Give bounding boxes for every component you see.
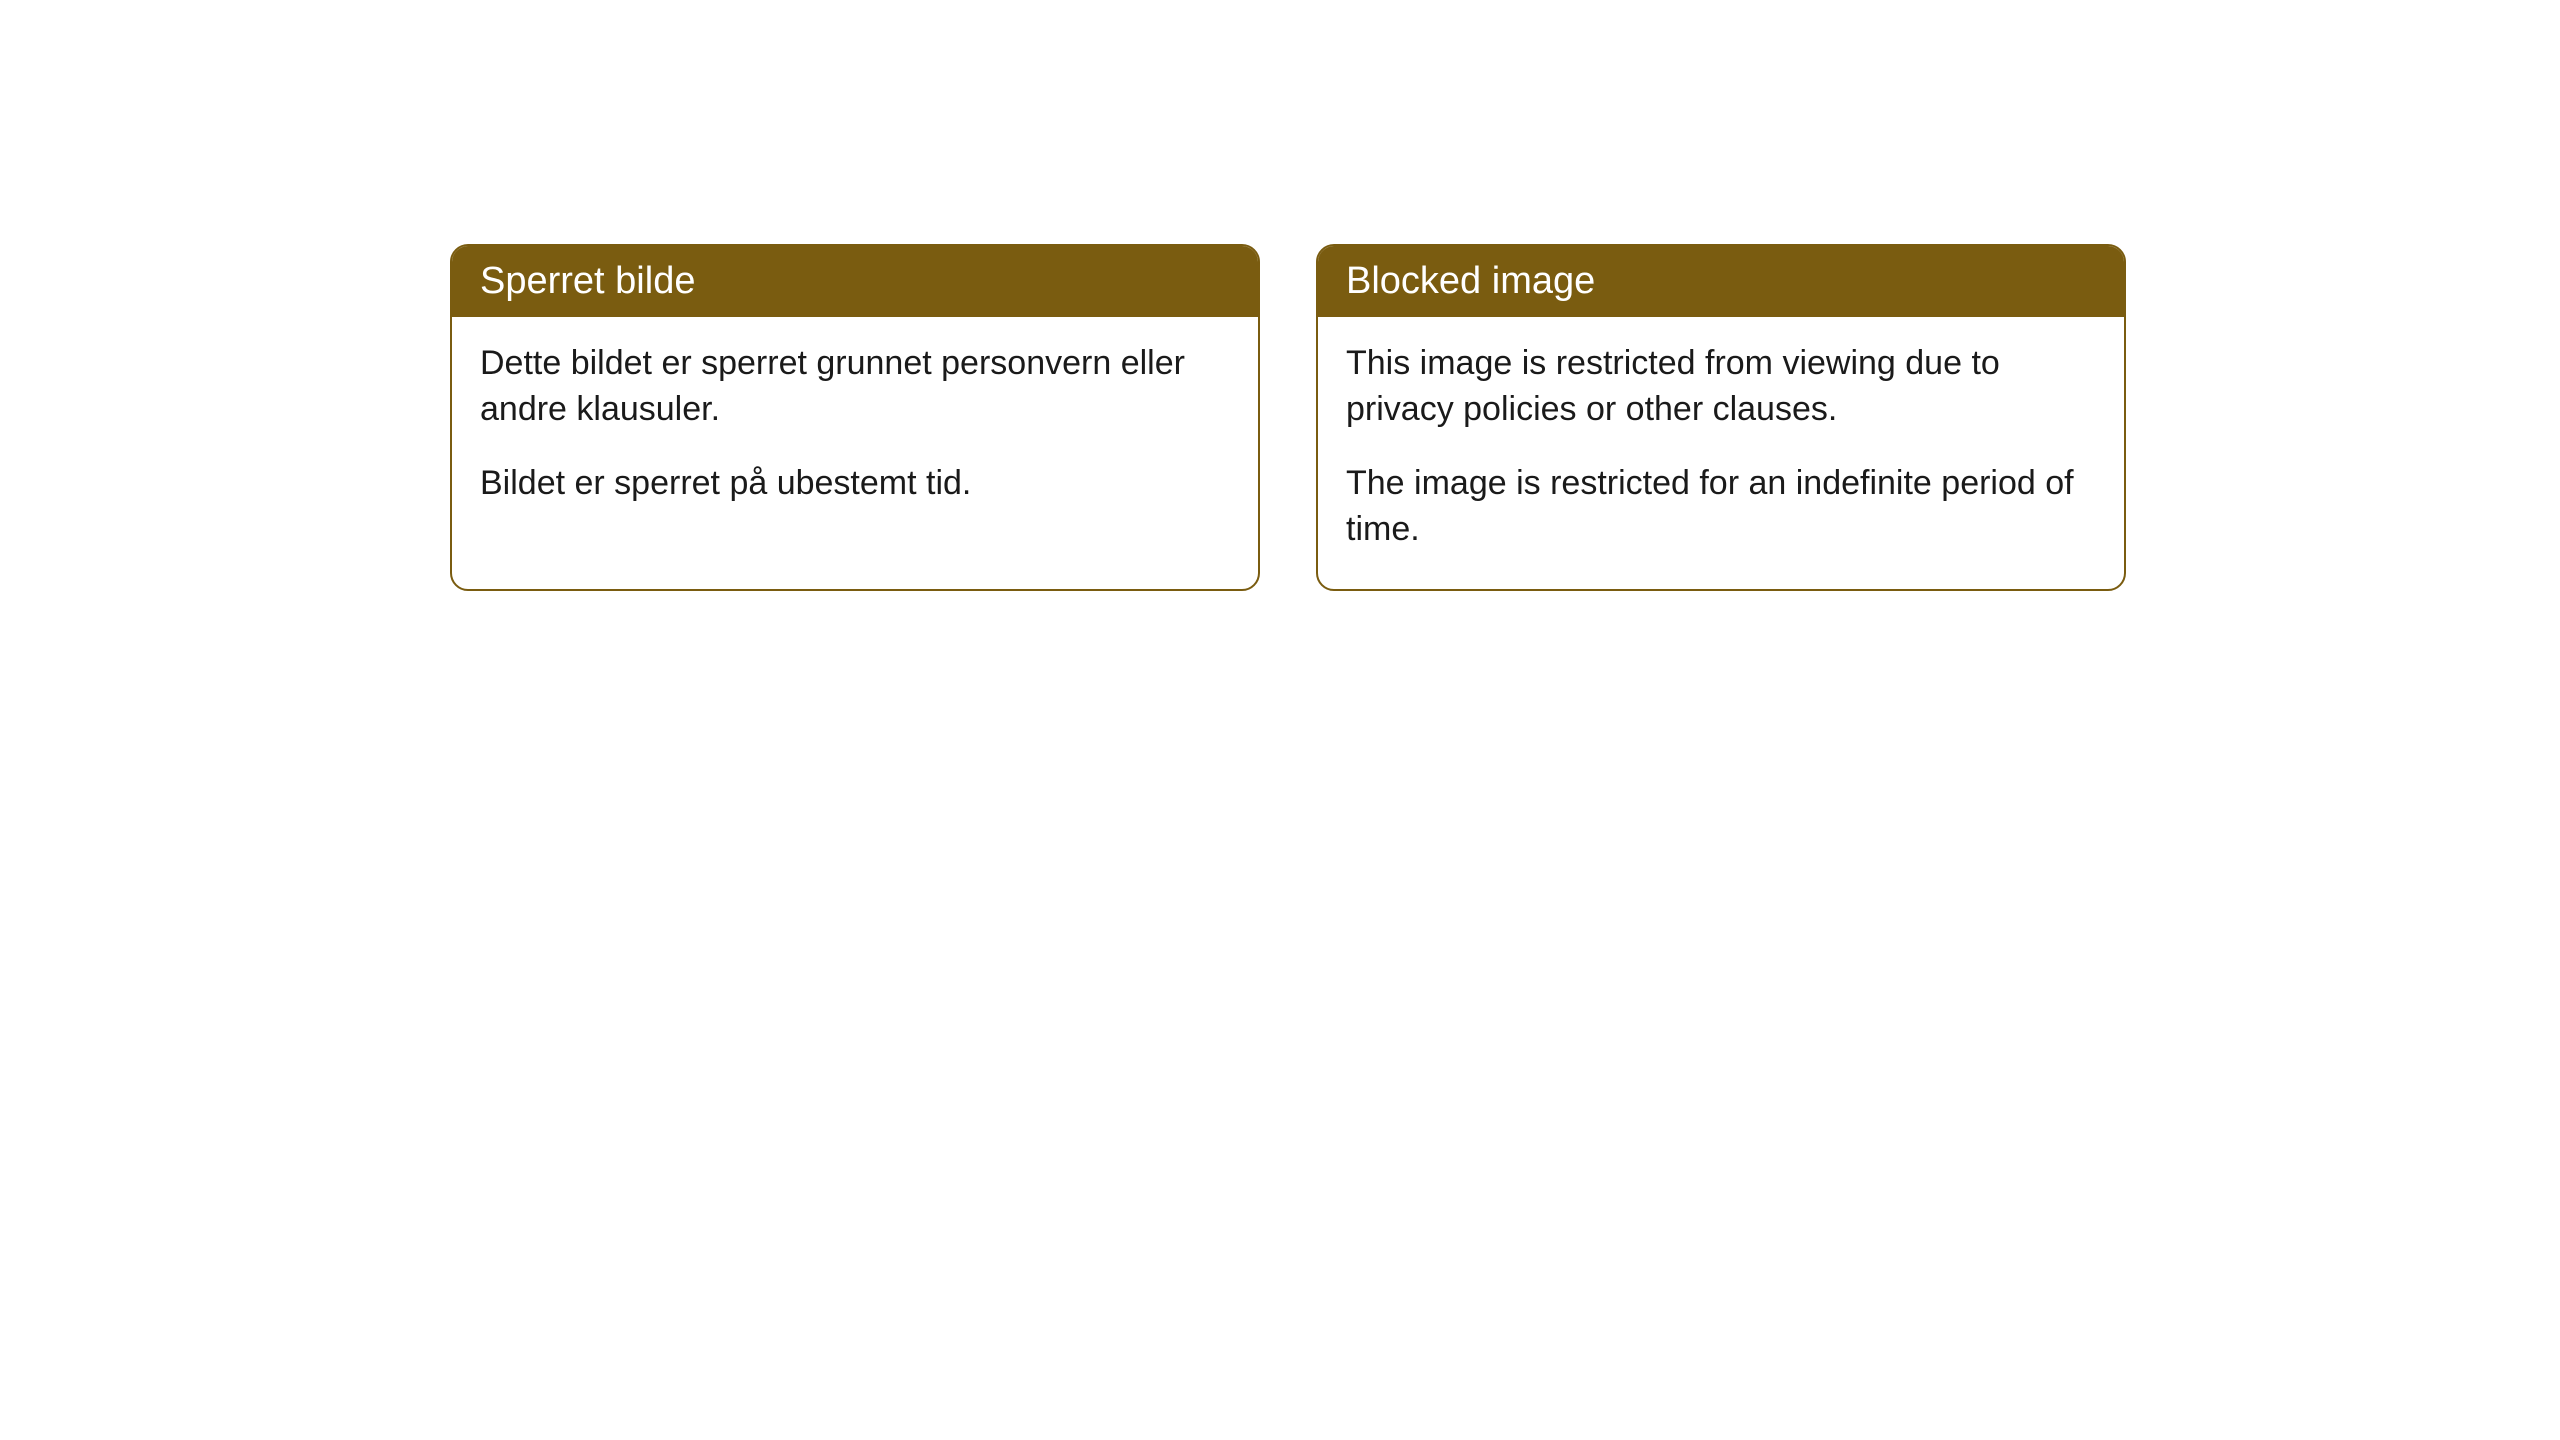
card-body-norwegian: Dette bildet er sperret grunnet personve… <box>452 317 1258 543</box>
card-paragraph: Dette bildet er sperret grunnet personve… <box>480 341 1230 433</box>
card-title: Blocked image <box>1346 260 1595 302</box>
card-title: Sperret bilde <box>480 260 695 302</box>
card-header-norwegian: Sperret bilde <box>452 246 1258 317</box>
card-norwegian: Sperret bilde Dette bildet er sperret gr… <box>450 244 1260 591</box>
card-paragraph: The image is restricted for an indefinit… <box>1346 461 2096 553</box>
card-header-english: Blocked image <box>1318 246 2124 317</box>
card-english: Blocked image This image is restricted f… <box>1316 244 2126 591</box>
card-paragraph: This image is restricted from viewing du… <box>1346 341 2096 433</box>
card-body-english: This image is restricted from viewing du… <box>1318 317 2124 589</box>
card-paragraph: Bildet er sperret på ubestemt tid. <box>480 461 1230 507</box>
cards-container: Sperret bilde Dette bildet er sperret gr… <box>450 244 2560 591</box>
